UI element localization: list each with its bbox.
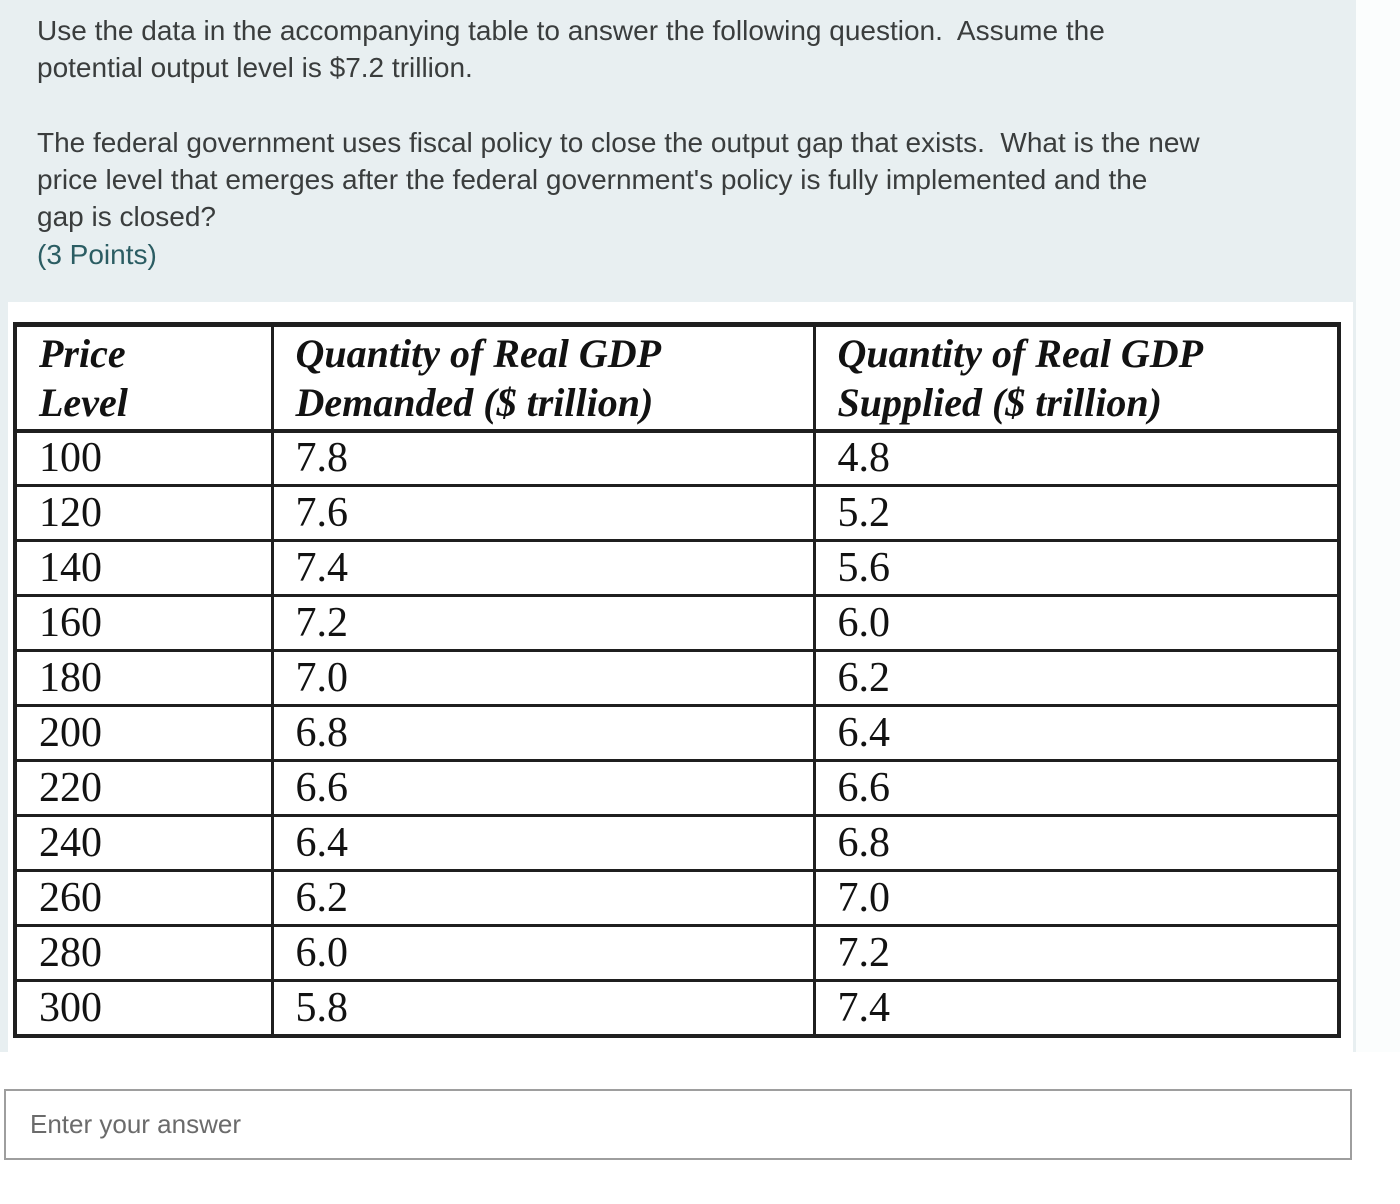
cell-demanded: 6.8 [270, 704, 816, 762]
question-paragraph2-line: price level that emerges after the feder… [37, 164, 1148, 195]
question-paragraph2-line: gap is closed? [37, 201, 217, 232]
cell-price-level: 220 [13, 759, 274, 817]
cell-demanded: 6.4 [270, 814, 816, 872]
cell-demanded: 6.0 [270, 924, 816, 982]
cell-demanded: 7.2 [270, 594, 816, 652]
table-row: 260 6.2 7.0 [13, 869, 1341, 927]
table-row: 120 7.6 5.2 [13, 484, 1341, 542]
table-row: 280 6.0 7.2 [13, 924, 1341, 982]
cell-supplied: 7.4 [812, 979, 1341, 1038]
question-text: Use the data in the accompanying table t… [0, 0, 1356, 273]
paragraph-gap [37, 86, 1356, 124]
cell-price-level: 200 [13, 704, 274, 762]
cell-supplied: 7.2 [812, 924, 1341, 982]
cell-supplied: 7.0 [812, 869, 1341, 927]
cell-demanded: 7.8 [270, 429, 816, 487]
table-row: 200 6.8 6.4 [13, 704, 1341, 762]
header-line: Supplied ($ trillion) [837, 379, 1163, 425]
cell-supplied: 6.8 [812, 814, 1341, 872]
header-line: Price [39, 330, 126, 376]
cell-price-level: 160 [13, 594, 274, 652]
cell-price-level: 140 [13, 539, 274, 597]
cell-price-level: 300 [13, 979, 274, 1038]
cell-supplied: 6.6 [812, 759, 1341, 817]
cell-supplied: 5.2 [812, 484, 1341, 542]
table-row: 240 6.4 6.8 [13, 814, 1341, 872]
question-paragraph1-line: potential output level is $7.2 trillion. [37, 52, 473, 83]
cell-demanded: 5.8 [270, 979, 816, 1038]
table-row: 100 7.8 4.8 [13, 429, 1341, 487]
table-header-row: Price Level Quantity of Real GDP Demande… [13, 322, 1341, 433]
cell-supplied: 5.6 [812, 539, 1341, 597]
header-line: Quantity of Real GDP [837, 330, 1204, 376]
cell-price-level: 280 [13, 924, 274, 982]
column-header-gdp-supplied: Quantity of Real GDP Supplied ($ trillio… [812, 322, 1341, 433]
cell-demanded: 7.6 [270, 484, 816, 542]
cell-supplied: 6.0 [812, 594, 1341, 652]
cell-demanded: 6.2 [270, 869, 816, 927]
header-line: Quantity of Real GDP [295, 330, 662, 376]
table-row: 160 7.2 6.0 [13, 594, 1341, 652]
cell-price-level: 240 [13, 814, 274, 872]
cell-demanded: 7.4 [270, 539, 816, 597]
table-row: 180 7.0 6.2 [13, 649, 1341, 707]
cell-supplied: 6.4 [812, 704, 1341, 762]
cell-price-level: 180 [13, 649, 274, 707]
question-paragraph2-line: The federal government uses fiscal polic… [37, 127, 1200, 158]
table-row: 140 7.4 5.6 [13, 539, 1341, 597]
page-right-margin [1356, 0, 1400, 1052]
question-card: Use the data in the accompanying table t… [0, 0, 1356, 1052]
cell-supplied: 4.8 [812, 429, 1341, 487]
cell-price-level: 120 [13, 484, 274, 542]
points-label: (3 Points) [37, 239, 157, 270]
header-line: Level [39, 379, 128, 425]
column-header-gdp-demanded: Quantity of Real GDP Demanded ($ trillio… [270, 322, 816, 433]
cell-price-level: 260 [13, 869, 274, 927]
table-row: 220 6.6 6.6 [13, 759, 1341, 817]
cell-demanded: 7.0 [270, 649, 816, 707]
question-paragraph1-line: Use the data in the accompanying table t… [37, 15, 1105, 46]
answer-section [0, 1052, 1400, 1204]
table-row: 300 5.8 7.4 [13, 979, 1341, 1038]
cell-price-level: 100 [13, 429, 274, 487]
column-header-price-level: Price Level [13, 322, 274, 433]
gdp-data-table: Price Level Quantity of Real GDP Demande… [13, 322, 1341, 1038]
cell-supplied: 6.2 [812, 649, 1341, 707]
answer-input[interactable] [4, 1089, 1352, 1160]
header-line: Demanded ($ trillion) [295, 379, 654, 425]
cell-demanded: 6.6 [270, 759, 816, 817]
table-image-block: Price Level Quantity of Real GDP Demande… [8, 302, 1353, 1052]
